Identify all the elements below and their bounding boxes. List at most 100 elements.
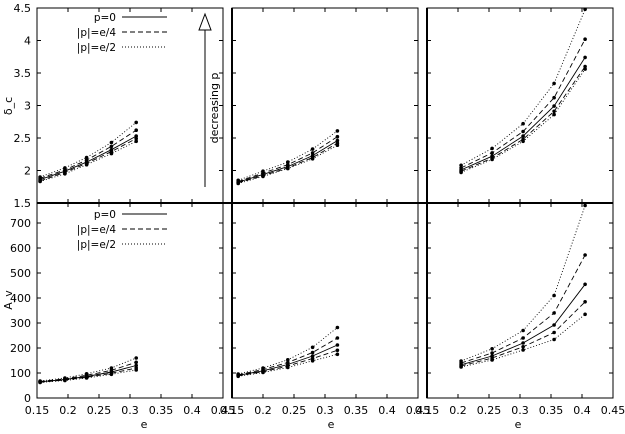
x-tick-label: 0.3	[121, 404, 139, 417]
data-point	[335, 336, 340, 340]
data-point	[310, 354, 315, 358]
y-tick-label: 500	[10, 267, 31, 280]
legend-label: |p|=e/4	[77, 224, 117, 236]
data-point	[286, 358, 290, 362]
data-point	[84, 376, 89, 380]
x-tick-label: 0.15	[415, 404, 440, 417]
y-tick-label: 4	[24, 35, 31, 48]
data-point	[38, 380, 42, 385]
decreasing-p-annotation: decreasing p	[198, 12, 221, 187]
y-tick-label: 0	[24, 392, 31, 405]
data-point	[552, 95, 556, 100]
data-point	[134, 360, 138, 365]
data-point	[134, 136, 138, 141]
data-point	[552, 337, 556, 342]
data-point	[109, 144, 114, 149]
data-point	[335, 134, 340, 139]
data-point	[134, 134, 138, 138]
y-tick-label: 2	[24, 165, 31, 178]
x-tick-label: 0.45	[406, 404, 431, 417]
data-point	[583, 37, 587, 41]
data-point	[134, 128, 138, 132]
series-line-dotted	[40, 357, 137, 382]
y-tick-label: 1.5	[14, 197, 32, 210]
legend-label: |p|=e/4	[77, 27, 117, 39]
legend-label: p=0	[94, 12, 116, 24]
data-point	[109, 140, 114, 145]
data-point	[583, 7, 587, 12]
x-tick-label: 0.3	[316, 404, 334, 417]
series-line-dashed	[460, 38, 586, 169]
data-point	[310, 157, 315, 161]
series-line-dashed	[40, 361, 137, 382]
data-point	[521, 328, 525, 333]
x-tick-label: 0.3	[511, 404, 529, 417]
data-point	[109, 151, 114, 156]
data-point	[310, 151, 315, 155]
data-point	[583, 300, 587, 304]
x-tick-label: 0.35	[149, 404, 174, 417]
x-axis-label-left: e	[141, 418, 148, 431]
data-point	[109, 372, 114, 377]
panel-frame	[36, 202, 224, 399]
data-point	[84, 155, 89, 160]
data-point	[583, 55, 587, 60]
legend-bottom: p=0 |p|=e/4 |p|=e/2	[77, 209, 167, 251]
data-point	[63, 378, 67, 383]
data-point	[521, 139, 525, 144]
data-point	[552, 104, 556, 108]
x-tick-label: 0.2	[449, 404, 467, 417]
y-tick-label: 100	[10, 367, 31, 380]
data-point	[335, 348, 340, 353]
panel-frame	[231, 202, 419, 399]
data-point	[459, 365, 463, 369]
data-point	[335, 129, 340, 133]
panel-frame	[231, 7, 419, 204]
data-point	[490, 358, 494, 362]
data-point	[261, 174, 265, 179]
series-line-dotted	[39, 122, 137, 178]
data-point	[552, 293, 556, 298]
x-tick-label: 0.25	[282, 404, 307, 417]
data-point	[521, 341, 525, 345]
data-point	[521, 121, 525, 126]
series-line-dashed	[460, 301, 586, 367]
y-axis-label-bottom: A_v	[2, 290, 15, 310]
data-point	[552, 311, 556, 315]
data-point	[236, 374, 240, 379]
data-point	[583, 282, 587, 287]
series-line-dashed	[40, 367, 137, 383]
x-tick-label: 0.15	[220, 404, 245, 417]
arrow-up-icon	[198, 12, 212, 31]
data-point	[134, 139, 138, 144]
x-tick-label: 0.15	[25, 404, 50, 417]
legend-label: |p|=e/2	[77, 42, 116, 54]
data-point	[286, 160, 290, 164]
data-point	[459, 163, 463, 168]
data-point	[552, 109, 556, 114]
x-tick-label: 0.45	[601, 404, 625, 417]
data-point	[583, 203, 587, 208]
data-point	[335, 325, 340, 330]
x-axis-label-middle: e	[328, 418, 335, 431]
data-point	[134, 363, 138, 368]
data-point	[261, 370, 265, 375]
legend-label: p=0	[94, 209, 116, 221]
y-tick-label: 3.5	[14, 67, 32, 80]
x-tick-label: 0.35	[539, 404, 564, 417]
data-point	[335, 352, 340, 357]
y-tick-label: 400	[10, 292, 31, 305]
series-line-dotted	[460, 68, 586, 173]
y-tick-label: 3	[24, 100, 31, 113]
series-line-dotted	[461, 313, 586, 368]
data-point	[134, 368, 138, 372]
data-point	[552, 112, 556, 117]
data-point	[583, 253, 587, 257]
data-point	[310, 147, 315, 151]
data-point	[286, 365, 290, 370]
data-point	[286, 166, 290, 171]
data-series	[38, 7, 587, 385]
data-point	[552, 323, 556, 327]
series-line-dotted	[238, 130, 338, 181]
